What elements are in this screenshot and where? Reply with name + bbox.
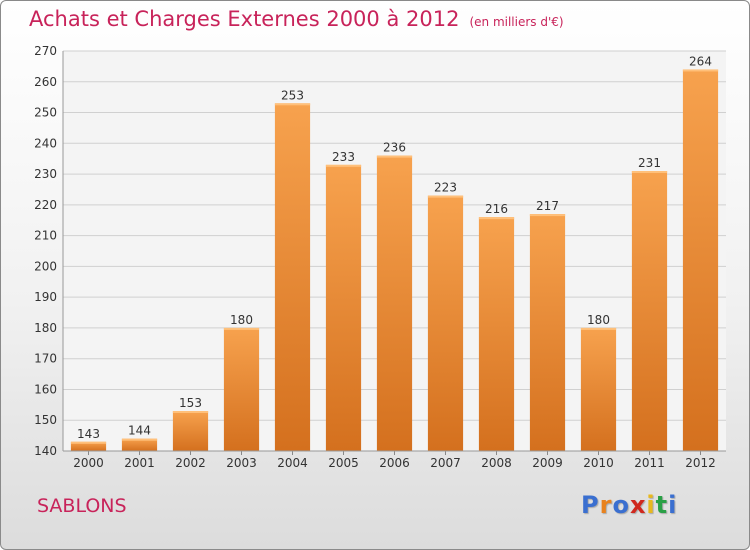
y-axis: 140 150 160 170 180 190 200 210 220 230 240 250 260 2… <box>34 44 64 458</box>
data-label: 180 <box>587 313 610 327</box>
logo-letter: i <box>668 491 678 519</box>
data-label: 153 <box>179 396 202 410</box>
x-tick-label: 2001 <box>124 456 155 470</box>
data-label: 253 <box>281 88 304 102</box>
chart-unit: (en milliers d'€) <box>469 15 564 29</box>
bar-2001 <box>121 438 158 451</box>
y-tick-label: 270 <box>34 44 57 58</box>
bar-highlight <box>121 438 158 441</box>
y-tick-label: 180 <box>34 321 57 335</box>
bar-2008 <box>478 217 515 451</box>
x-tick-label: 2006 <box>379 456 410 470</box>
x-tick-label: 2008 <box>481 456 512 470</box>
data-label: 236 <box>383 141 406 155</box>
bar-2009 <box>529 214 566 451</box>
x-axis: 2000 2001 2002 2003 2004 2005 2006 2007 2008 2009… <box>63 450 726 470</box>
bar-highlight <box>580 327 617 330</box>
x-tick-label: 2000 <box>73 456 104 470</box>
bar-2006 <box>376 155 413 451</box>
y-tick-label: 250 <box>34 106 57 120</box>
logo-letter: r <box>599 491 613 519</box>
x-tick-label: 2011 <box>634 456 665 470</box>
y-tick-label: 160 <box>34 382 57 396</box>
bar-highlight <box>427 195 464 198</box>
bar-2012 <box>682 69 719 451</box>
logo-letter: x <box>629 491 647 519</box>
bar-highlight <box>376 155 413 158</box>
data-label: 144 <box>128 424 151 438</box>
logo-letter: i <box>646 491 656 519</box>
bar-highlight <box>274 103 311 106</box>
bar-highlight <box>682 69 719 72</box>
data-labels: 143 144 153 180 253 233 236 223 216 217 180 231 264 <box>77 54 712 440</box>
logo-letter: P <box>581 491 600 519</box>
data-label: 231 <box>638 156 661 170</box>
data-label: 143 <box>77 427 100 441</box>
y-tick-label: 150 <box>34 413 57 427</box>
bar-highlight <box>478 217 515 220</box>
chart-title: Achats et Charges Externes 2000 à 2012 (e… <box>29 7 564 31</box>
y-tick-label: 170 <box>34 352 57 366</box>
y-tick-label: 240 <box>34 136 57 150</box>
data-label: 180 <box>230 313 253 327</box>
x-tick-label: 2007 <box>430 456 461 470</box>
bar-highlight <box>70 441 107 444</box>
x-tick-label: 2005 <box>328 456 359 470</box>
bar-2005 <box>325 164 362 451</box>
data-label: 233 <box>332 150 355 164</box>
bar-2003 <box>223 327 260 451</box>
bar-highlight <box>325 164 362 167</box>
x-tick-label: 2009 <box>532 456 563 470</box>
bar-highlight <box>172 411 209 413</box>
data-label: 264 <box>689 54 712 68</box>
data-label: 223 <box>434 181 457 195</box>
x-tick-label: 2002 <box>175 456 206 470</box>
bar-2010 <box>580 327 617 451</box>
y-tick-label: 200 <box>34 259 57 273</box>
bar-2007 <box>427 195 464 451</box>
y-tick-label: 140 <box>34 444 57 458</box>
bar-highlight <box>223 327 260 330</box>
x-tick-label: 2010 <box>583 456 614 470</box>
y-tick-label: 220 <box>34 198 57 212</box>
data-label: 216 <box>485 202 508 216</box>
chart-title-text: Achats et Charges Externes 2000 à 2012 <box>29 7 460 31</box>
bar-2000 <box>70 441 107 451</box>
bar-series <box>70 69 719 452</box>
x-tick-label: 2012 <box>685 456 716 470</box>
bar-2004 <box>274 103 311 452</box>
bar-2002 <box>172 411 209 451</box>
x-tick-label: 2004 <box>277 456 308 470</box>
y-tick-label: 260 <box>34 75 57 89</box>
proxiti-logo: Proxiti <box>581 491 677 519</box>
y-tick-label: 230 <box>34 167 57 181</box>
bar-highlight <box>631 171 668 173</box>
data-label: 217 <box>536 199 559 213</box>
y-tick-label: 210 <box>34 229 57 243</box>
y-tick-label: 190 <box>34 290 57 304</box>
bar-2011 <box>631 171 668 451</box>
logo-letter: o <box>612 491 630 519</box>
place-name: SABLONS <box>37 495 127 517</box>
logo-letter: t <box>655 491 669 519</box>
bar-highlight <box>529 214 566 217</box>
x-tick-label: 2003 <box>226 456 257 470</box>
